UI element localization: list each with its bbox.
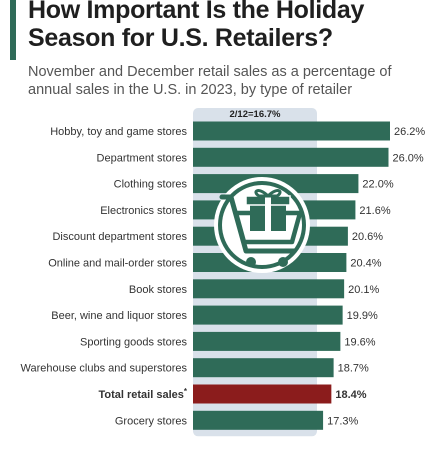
bar-hobby-toy-and-game-stores xyxy=(193,121,390,141)
category-label-grocery-stores: Grocery stores xyxy=(115,415,188,427)
value-label-grocery-stores: 17.3% xyxy=(327,415,358,427)
category-label-sporting-goods-stores: Sporting goods stores xyxy=(80,336,188,348)
category-label-department-stores: Department stores xyxy=(97,152,188,164)
category-label-hobby-toy-and-game-stores: Hobby, toy and game stores xyxy=(50,126,187,138)
category-label-clothing-stores: Clothing stores xyxy=(114,179,188,191)
category-label-total-retail-sales: Total retail sales* xyxy=(98,387,187,401)
category-label-electronics-stores: Electronics stores xyxy=(100,205,187,217)
value-label-book-stores: 20.1% xyxy=(348,284,379,296)
category-label-warehouse-clubs-and-superstores: Warehouse clubs and superstores xyxy=(20,363,187,375)
value-label-beer-wine-and-liquor-stores: 19.9% xyxy=(347,310,378,322)
value-label-hobby-toy-and-game-stores: 26.2% xyxy=(394,126,425,138)
shopping-cart-gift-icon xyxy=(214,177,310,273)
reference-band-label: 2/12=16.7% xyxy=(230,109,282,120)
value-label-warehouse-clubs-and-superstores: 18.7% xyxy=(338,363,369,375)
value-label-discount-department-stores: 20.6% xyxy=(352,231,383,243)
bar-book-stores xyxy=(193,279,345,299)
chart-title: How Important Is the Holiday Season for … xyxy=(28,0,365,52)
value-label-online-and-mail-order-stores: 20.4% xyxy=(350,258,381,270)
bar-beer-wine-and-liquor-stores xyxy=(193,305,343,325)
value-label-electronics-stores: 21.6% xyxy=(359,205,390,217)
category-label-online-and-mail-order-stores: Online and mail-order stores xyxy=(48,258,187,270)
bar-total-retail-sales xyxy=(193,384,332,404)
bar-department-stores xyxy=(193,147,389,167)
category-label-book-stores: Book stores xyxy=(129,284,188,296)
value-label-department-stores: 26.0% xyxy=(392,152,423,164)
bar-warehouse-clubs-and-superstores xyxy=(193,358,334,378)
bar-grocery-stores xyxy=(193,410,324,430)
category-label-beer-wine-and-liquor-stores: Beer, wine and liquor stores xyxy=(51,310,187,322)
value-label-clothing-stores: 22.0% xyxy=(362,179,393,191)
value-label-total-retail-sales: 18.4% xyxy=(335,389,366,401)
bar-sporting-goods-stores xyxy=(193,331,341,351)
title-accent-bar xyxy=(10,0,16,60)
category-label-discount-department-stores: Discount department stores xyxy=(52,231,187,243)
chart-subtitle: November and December retail sales as a … xyxy=(28,64,392,98)
value-label-sporting-goods-stores: 19.6% xyxy=(344,336,375,348)
